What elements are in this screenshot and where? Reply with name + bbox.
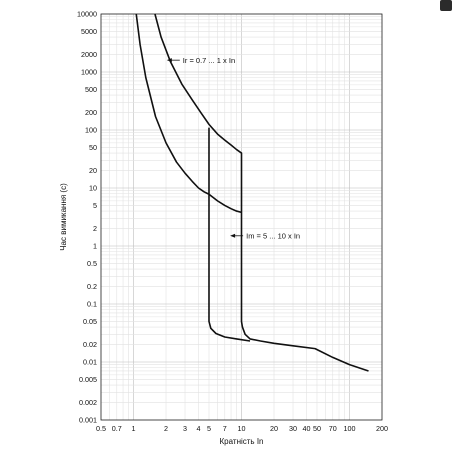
axis-ticks: 0.5 0.7 1 2 3 4 5 7 10 20 30 40 50 70 100 2000.0010.002…: [77, 10, 388, 434]
x-tick-label: 1: [132, 424, 136, 433]
y-tick-label: 0.01: [83, 358, 97, 367]
y-tick-label: 0.2: [87, 282, 97, 291]
y-tick-label: 1000: [81, 68, 97, 77]
y-axis-title: Час вимикання (с): [59, 183, 68, 251]
y-tick-label: 5: [93, 201, 97, 210]
y-tick-label: 0.05: [83, 317, 97, 326]
trip-curves: [135, 13, 369, 372]
y-tick-label: 10000: [77, 10, 97, 19]
annotation-arrowhead: [230, 233, 236, 238]
y-tick-label: 50: [89, 143, 97, 152]
x-tick-label: 4: [197, 424, 201, 433]
y-tick-label: 0.02: [83, 340, 97, 349]
plot-frame: [100, 13, 383, 421]
y-tick-label: 500: [85, 85, 97, 94]
y-tick-label: 10: [89, 184, 97, 193]
x-tick-label: 20: [270, 424, 278, 433]
trip-curve-lower-bound: [135, 13, 251, 342]
y-tick-label: 2: [93, 224, 97, 233]
x-tick-label: 50: [313, 424, 321, 433]
annotation-label: Ir = 0.7 ... 1 x In: [183, 56, 235, 65]
x-tick-label: 0.5: [96, 424, 106, 433]
x-tick-label: 10: [238, 424, 246, 433]
annotation-arrowhead: [166, 58, 172, 63]
y-tick-label: 0.1: [87, 300, 97, 309]
x-tick-label: 5: [207, 424, 211, 433]
x-tick-label: 100: [343, 424, 355, 433]
annotation-label: Im = 5 ... 10 x In: [246, 231, 300, 240]
x-tick-label: 40: [303, 424, 311, 433]
y-tick-label: 2000: [81, 50, 97, 59]
x-tick-label: 200: [376, 424, 388, 433]
y-tick-label: 0.002: [79, 398, 97, 407]
x-tick-label: 2: [164, 424, 168, 433]
annotations: Ir = 0.7 ... 1 x In Im = 5 ... 10 x In: [166, 56, 300, 240]
x-tick-label: 7: [223, 424, 227, 433]
y-tick-label: 5000: [81, 27, 97, 36]
x-tick-label: 3: [183, 424, 187, 433]
y-tick-label: 0.005: [79, 375, 97, 384]
x-axis-title: Кратність In: [220, 437, 264, 446]
y-tick-label: 0.001: [79, 416, 97, 425]
y-tick-label: 200: [85, 108, 97, 117]
x-tick-label: 0.7: [112, 424, 122, 433]
corner-tab: [440, 0, 452, 11]
y-tick-label: 0.5: [87, 259, 97, 268]
y-tick-label: 100: [85, 126, 97, 135]
y-tick-label: 1: [93, 242, 97, 251]
y-tick-label: 20: [89, 166, 97, 175]
x-tick-label: 30: [289, 424, 297, 433]
trip-curve-upper-bound: [154, 13, 369, 372]
x-tick-label: 70: [329, 424, 337, 433]
